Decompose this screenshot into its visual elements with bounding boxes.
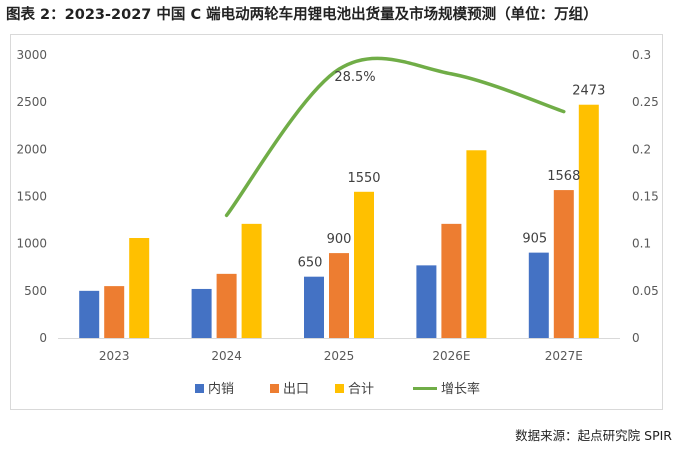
category-label: 2027E <box>545 349 583 363</box>
left-tick-label: 1500 <box>16 190 47 204</box>
bar-合计-2027E <box>578 104 599 338</box>
chart-frame <box>10 34 663 410</box>
bar-出口-2023 <box>104 286 125 338</box>
category-label: 2023 <box>99 349 130 363</box>
bar-合计-2023 <box>129 238 150 338</box>
x-axis-labels: 2023 2024 2025 2026E 2027E <box>99 349 583 363</box>
legend-label: 合计 <box>348 382 374 397</box>
source-note: 数据来源：起点研究院 SPIR <box>515 428 672 443</box>
bar-内销-2023 <box>79 290 100 338</box>
legend-label: 内销 <box>208 381 234 397</box>
left-tick-label: 500 <box>24 284 47 298</box>
figure-title: 图表 2：2023-2027 中国 C 端电动两轮车用锂电池出货量及市场规模预测… <box>6 7 598 23</box>
category-label: 2024 <box>211 349 242 363</box>
bar-内销-2025 <box>304 276 324 338</box>
right-tick-label: 0.1 <box>632 237 651 251</box>
bar-合计-2025 <box>354 191 374 338</box>
data-label: 28.5% <box>334 70 375 85</box>
legend: 内销 出口 合计 增长率 <box>195 381 480 397</box>
right-axis-ticks: 0 0.05 0.1 0.15 0.2 0.25 0.3 <box>632 48 659 345</box>
legend-swatch-合计 <box>335 384 344 393</box>
left-tick-label: 0 <box>39 331 47 345</box>
right-tick-label: 0.15 <box>632 190 659 204</box>
data-label: 1550 <box>347 171 380 186</box>
left-tick-label: 2500 <box>16 95 47 109</box>
bar-内销-2027E <box>528 252 549 338</box>
bar-合计-2026E <box>466 150 487 338</box>
bar-合计-2024 <box>241 223 262 338</box>
bar-marks <box>58 104 620 339</box>
right-tick-label: 0.2 <box>632 142 651 156</box>
bar-内销-2024 <box>191 288 212 338</box>
data-label: 905 <box>522 232 547 247</box>
legend-swatch-内销 <box>195 384 204 393</box>
data-label: 900 <box>327 232 352 247</box>
right-tick-label: 0.3 <box>632 48 651 62</box>
right-tick-label: 0 <box>632 331 640 345</box>
data-labels: 650 900 1550 905 1568 2473 28.5% <box>298 70 606 271</box>
legend-label: 增长率 <box>441 381 480 397</box>
data-label: 650 <box>298 256 323 271</box>
right-tick-label: 0.25 <box>632 95 659 109</box>
legend-label: 出口 <box>283 382 309 397</box>
category-label: 2026E <box>432 349 470 363</box>
bar-内销-2026E <box>416 265 437 338</box>
bar-出口-2026E <box>441 223 462 338</box>
legend-swatch-出口 <box>270 384 279 393</box>
left-tick-label: 1000 <box>16 237 47 251</box>
left-tick-label: 2000 <box>16 142 47 156</box>
data-label: 2473 <box>572 84 605 99</box>
growth-rate-line <box>224 56 566 218</box>
category-label: 2025 <box>324 349 355 363</box>
bar-出口-2024 <box>216 273 237 338</box>
bar-出口-2027E <box>553 190 574 338</box>
left-tick-label: 3000 <box>16 48 47 62</box>
growth-rate-path <box>224 56 566 218</box>
right-tick-label: 0.05 <box>632 284 659 298</box>
data-label: 1568 <box>547 169 580 184</box>
bar-出口-2025 <box>329 253 349 338</box>
left-axis-ticks: 0 500 1000 1500 2000 2500 3000 <box>16 48 47 345</box>
